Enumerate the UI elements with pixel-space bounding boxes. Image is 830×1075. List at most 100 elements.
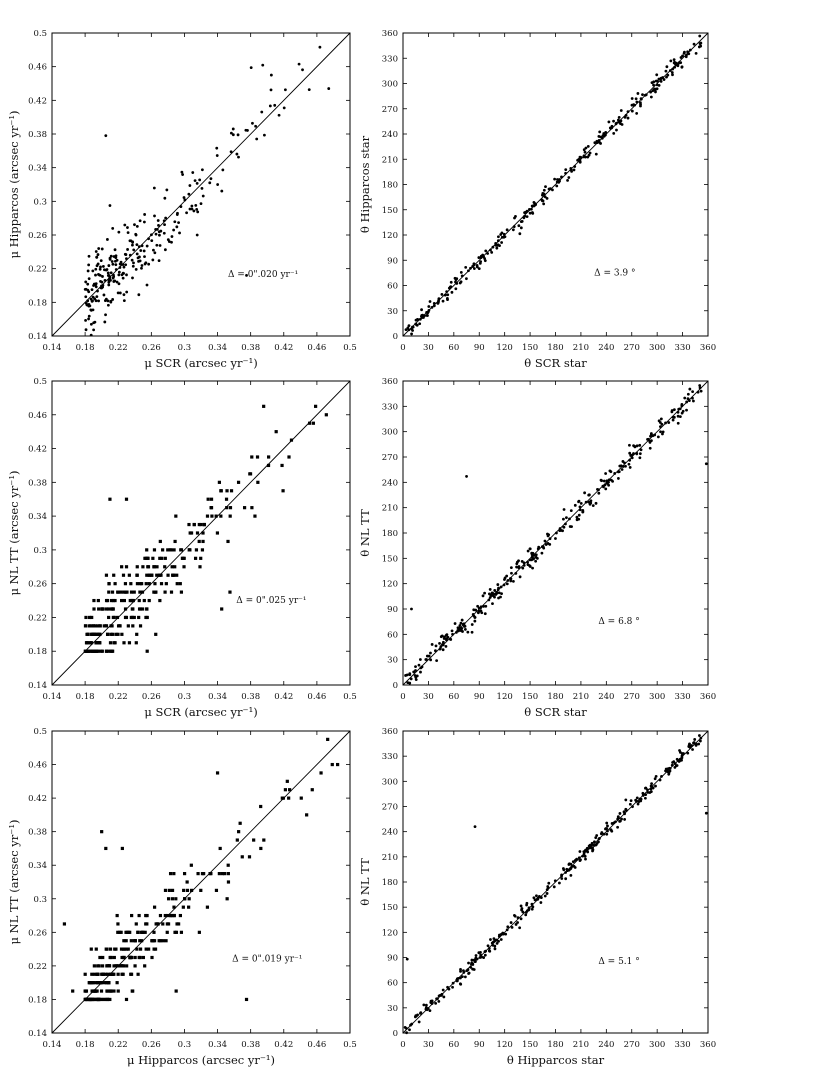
data-point <box>678 415 682 419</box>
data-point <box>249 66 253 70</box>
data-point <box>556 178 559 181</box>
data-point <box>288 788 292 792</box>
data-point <box>621 460 625 463</box>
data-point <box>141 607 145 611</box>
data-point <box>470 623 474 626</box>
x-tick-label: 90 <box>474 343 485 353</box>
data-point <box>147 573 151 577</box>
data-point <box>99 265 102 269</box>
data-point <box>486 252 490 255</box>
data-point <box>150 233 153 237</box>
data-point <box>528 207 531 211</box>
data-point <box>87 263 91 267</box>
data-point <box>459 628 463 631</box>
data-point <box>477 256 481 259</box>
data-point <box>562 517 565 521</box>
data-point <box>153 214 156 218</box>
data-point <box>497 939 500 943</box>
data-point <box>590 846 594 850</box>
data-point <box>671 73 674 77</box>
data-point <box>220 607 224 611</box>
data-point <box>633 445 637 449</box>
data-point <box>473 619 477 623</box>
data-point <box>594 501 598 505</box>
data-point <box>407 324 411 328</box>
data-point <box>693 738 697 741</box>
data-point <box>166 897 171 901</box>
data-point <box>476 604 480 608</box>
data-point <box>135 243 139 247</box>
data-point <box>280 463 284 468</box>
y-tick-label: 30 <box>387 307 398 317</box>
data-point <box>153 251 157 255</box>
data-point <box>130 258 134 262</box>
data-point <box>142 598 146 603</box>
y-tick-label: 0.26 <box>28 928 47 938</box>
data-point <box>200 548 205 552</box>
data-point <box>87 317 90 321</box>
data-point <box>133 939 137 943</box>
y-tick-label: 0.34 <box>28 164 47 174</box>
data-point <box>287 455 291 459</box>
x-axis-label: μ Hipparcos (arcsec yr⁻¹) <box>127 1053 275 1067</box>
data-point <box>623 812 626 816</box>
data-point <box>140 266 143 270</box>
data-point <box>110 590 115 594</box>
data-point <box>535 894 538 898</box>
data-point <box>472 608 476 612</box>
data-point <box>499 938 503 941</box>
data-point <box>188 531 192 535</box>
data-point <box>111 262 115 266</box>
data-point <box>273 103 277 107</box>
data-point <box>602 479 606 483</box>
data-point <box>112 955 116 960</box>
data-point <box>497 235 500 239</box>
data-point <box>495 941 499 945</box>
data-point <box>638 452 642 456</box>
data-point <box>217 480 221 484</box>
data-point <box>509 921 513 924</box>
data-point <box>506 925 510 929</box>
data-point <box>495 246 499 250</box>
data-point <box>530 207 533 211</box>
data-point <box>519 220 523 224</box>
data-point <box>153 947 158 951</box>
data-point <box>539 901 543 904</box>
data-point <box>502 583 506 587</box>
data-point <box>131 989 135 993</box>
data-point <box>698 34 702 38</box>
data-point <box>414 678 418 682</box>
data-point <box>147 947 151 951</box>
data-point <box>104 649 109 653</box>
data-point <box>406 326 410 330</box>
data-point <box>648 446 652 450</box>
data-point <box>86 299 90 303</box>
data-point <box>229 489 234 493</box>
data-point <box>100 247 104 251</box>
data-point <box>223 872 227 876</box>
data-point <box>459 280 463 284</box>
data-point <box>686 397 690 401</box>
data-point <box>650 81 654 85</box>
y-axis-label: θ Hipparcos star <box>358 135 372 233</box>
data-point <box>173 220 177 224</box>
data-point <box>209 497 214 501</box>
data-point <box>117 270 121 274</box>
y-tick-label: 0.38 <box>28 130 47 140</box>
data-point <box>460 274 464 278</box>
data-point <box>94 267 98 271</box>
data-point <box>425 654 429 658</box>
data-point <box>451 632 454 636</box>
data-point <box>118 266 122 269</box>
data-point <box>87 997 91 1002</box>
x-tick-label: 120 <box>497 692 513 702</box>
scatter-panel-1: 0.14 0.18 0.22 0.26 0.3 0.34 0.38 0.42 0.46 0.5 0.… <box>7 29 357 370</box>
data-point <box>102 293 106 297</box>
data-point <box>419 1011 422 1015</box>
data-point <box>432 302 436 305</box>
data-point <box>214 514 218 518</box>
data-point <box>454 278 458 282</box>
data-point <box>124 253 128 256</box>
data-point <box>161 548 165 552</box>
data-point <box>99 989 104 993</box>
